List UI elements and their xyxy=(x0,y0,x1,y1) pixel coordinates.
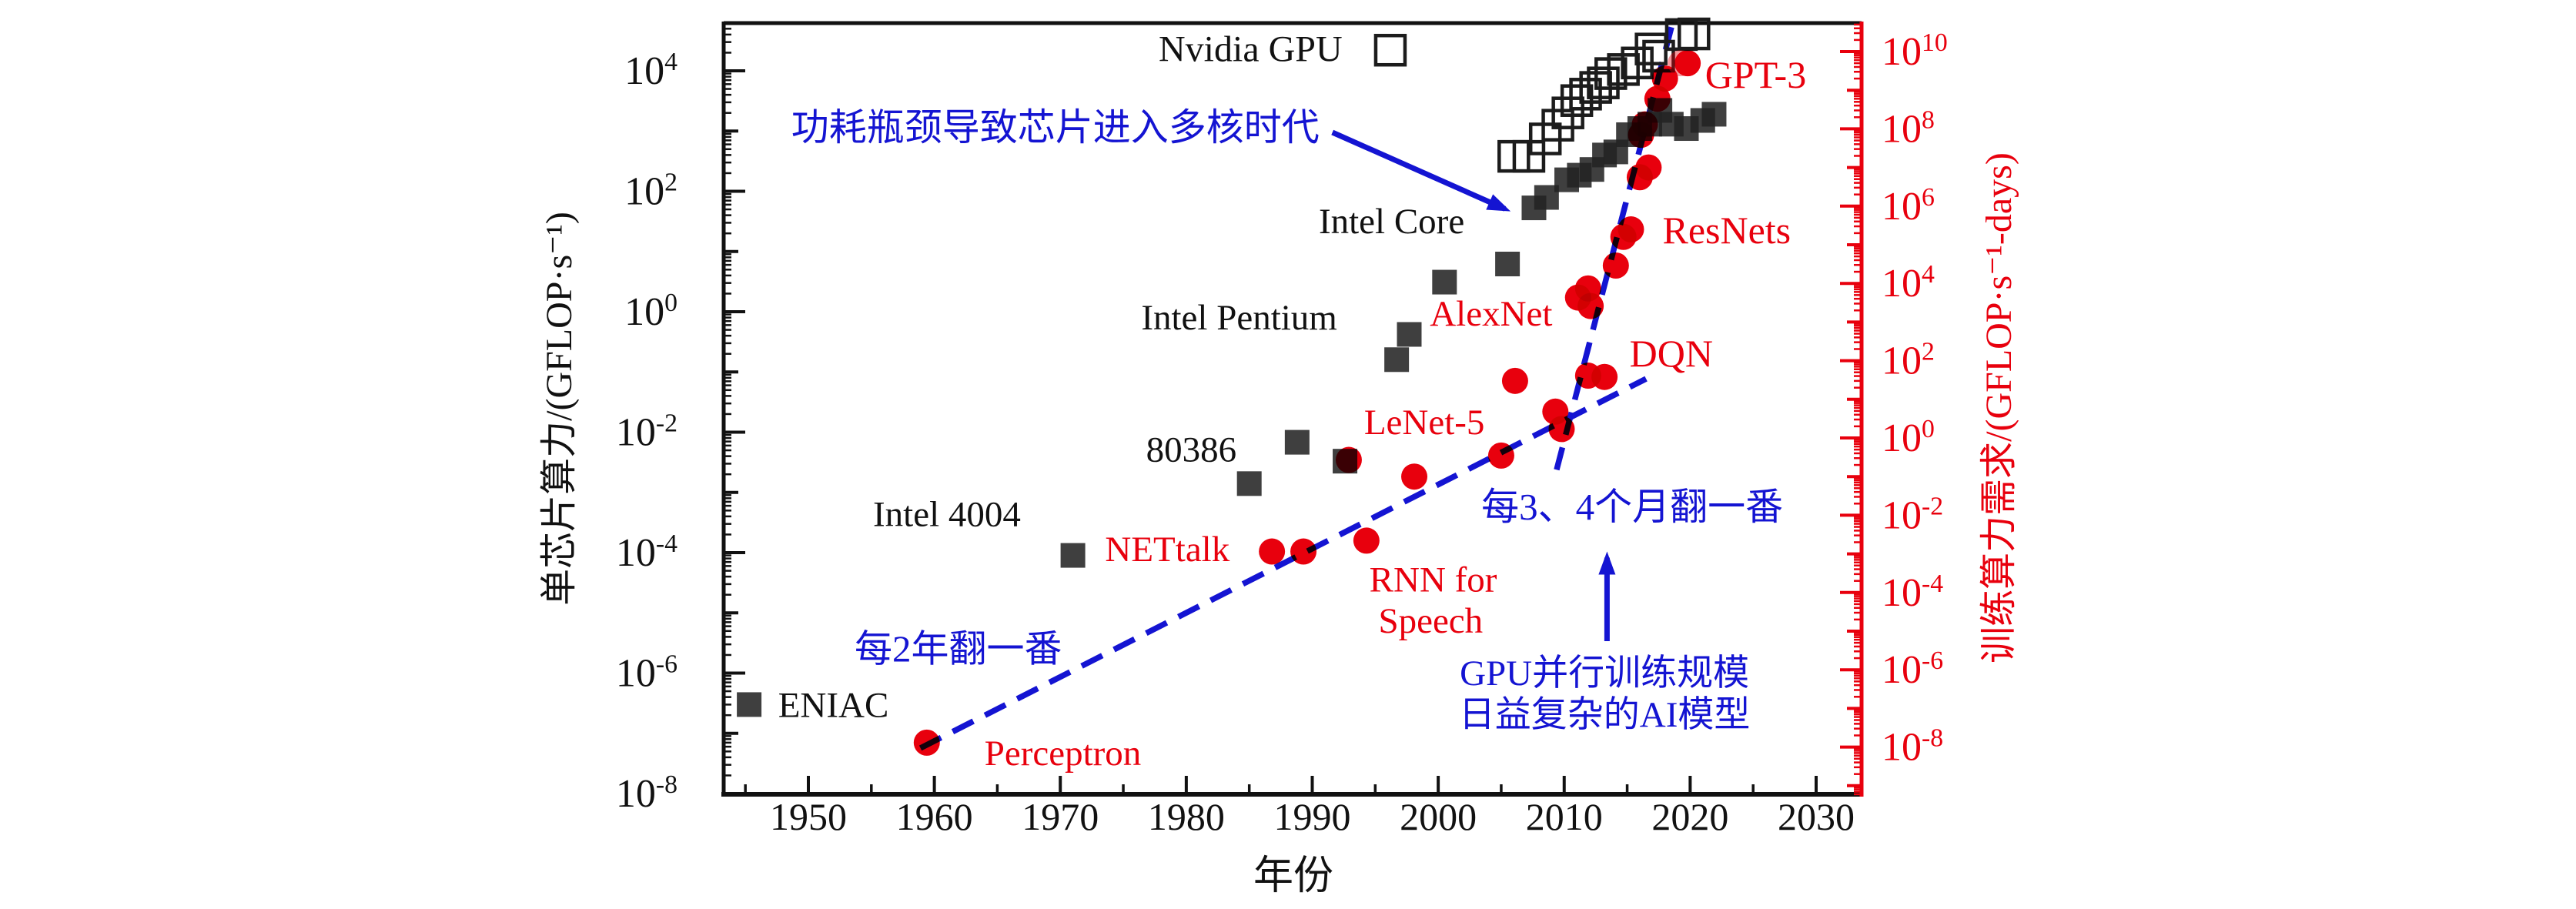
x-tick-label: 2020 xyxy=(1651,795,1728,838)
right-axis-tick-label: 104 xyxy=(1882,260,1935,306)
label-intel-core: Intel Core xyxy=(1319,202,1464,242)
axis-tick-labels: 1950 1960 1970 1980 1990 2000 2010 2020 2030 10-8… xyxy=(616,28,1948,839)
label-80386: 80386 xyxy=(1146,430,1237,470)
annotation-gpu-parallel-training: GPU并行训练规模 xyxy=(1460,653,1749,693)
left-axis-tick-label: 10-8 xyxy=(616,770,677,817)
right-axis-tick-label: 100 xyxy=(1882,415,1935,461)
right-axis-tick-label: 1010 xyxy=(1882,28,1948,75)
x-tick-label: 1960 xyxy=(896,795,973,838)
annotation-three-four-month-doubling: 每3、4个月翻一番 xyxy=(1481,486,1783,528)
ai-model-point xyxy=(1501,367,1528,394)
ai-model-point xyxy=(913,729,940,756)
right-axis-tick-label: 10-2 xyxy=(1882,492,1943,538)
gpu-point xyxy=(1594,57,1628,90)
ai-model-point xyxy=(1644,85,1671,112)
ai-model-point xyxy=(1353,527,1380,554)
cpu-point xyxy=(737,692,762,717)
axis-ticks xyxy=(724,22,1862,796)
cpu-point xyxy=(1384,347,1410,373)
x-tick-label: 2010 xyxy=(1526,795,1603,838)
annotation-arrows xyxy=(1331,129,1616,642)
ai-model-point xyxy=(1335,446,1362,473)
label-perceptron: Perceptron xyxy=(985,734,1142,774)
left-axis-tick-label: 10-4 xyxy=(616,530,677,576)
annotation-power-wall: 功耗瓶颈导致芯片进入多核时代 xyxy=(791,106,1320,149)
right-axis-tick-label: 102 xyxy=(1882,337,1935,383)
left-y-axis-title: 单芯片算力/(GFLOP·s⁻¹) xyxy=(539,212,580,606)
x-axis-title: 年份 xyxy=(1253,854,1333,898)
power-wall-arrow-shaft xyxy=(1331,129,1507,212)
gpu-point xyxy=(1541,109,1574,142)
ai-model-point xyxy=(1631,111,1658,138)
right-axis-tick-label: 10-8 xyxy=(1882,724,1943,770)
ai-model-point xyxy=(1635,154,1662,181)
label-rnn-for: RNN for xyxy=(1370,560,1497,600)
ai-model-point xyxy=(1487,442,1514,469)
ai-model-point xyxy=(1674,50,1701,77)
cpu-point xyxy=(1236,471,1262,496)
label-lenet-5: LeNet-5 xyxy=(1364,403,1485,443)
ai-model-point xyxy=(1401,463,1428,490)
x-tick-label: 1950 xyxy=(770,795,847,838)
cpu-point xyxy=(1495,251,1521,276)
ai-model-point xyxy=(1591,363,1618,390)
label-nettalk: NETtalk xyxy=(1105,530,1229,570)
left-axis-tick-label: 10-2 xyxy=(616,409,677,455)
gpu-point xyxy=(1569,78,1602,111)
trend-line-每2年翻一番 xyxy=(918,376,1648,751)
legend: Nvidia GPU xyxy=(1159,29,1407,70)
gpu-parallel-arrow-head xyxy=(1598,551,1616,575)
cpu-point xyxy=(1432,269,1457,295)
ai-model-point xyxy=(1290,538,1317,565)
label-intel-pentium: Intel Pentium xyxy=(1141,298,1337,338)
left-axis-tick-label: 102 xyxy=(624,168,677,214)
cpu-point xyxy=(1060,543,1086,568)
label-eniac: ENIAC xyxy=(778,685,889,725)
right-axis-tick-label: 108 xyxy=(1882,105,1935,152)
cpu-point xyxy=(1701,102,1727,127)
label-speech: Speech xyxy=(1378,601,1483,641)
label-gpt-3: GPT-3 xyxy=(1705,53,1807,96)
label-dqn: DQN xyxy=(1630,332,1713,375)
ai-model-point xyxy=(1259,538,1286,565)
x-tick-label: 1990 xyxy=(1274,795,1351,838)
right-y-axis-title: 训练算力需求/(GFLOP·s⁻¹-days) xyxy=(1979,152,2019,663)
left-axis-tick-label: 104 xyxy=(624,48,677,94)
legend-label-nvidia-gpu: Nvidia GPU xyxy=(1159,29,1343,70)
annotation-two-year-doubling: 每2年翻一番 xyxy=(855,627,1062,670)
left-axis-tick-label: 100 xyxy=(624,289,677,335)
annotation-gpu-parallel-training: 日益复杂的AI模型 xyxy=(1459,695,1751,735)
ai-model-point xyxy=(1548,416,1575,443)
gpu-point xyxy=(1551,96,1584,129)
ai-model-point xyxy=(1651,65,1678,92)
plot-frame xyxy=(721,21,1864,797)
ai-model-point xyxy=(1577,292,1604,319)
data-series xyxy=(737,17,1727,756)
label-intel-4004: Intel 4004 xyxy=(873,495,1021,535)
gpu-point xyxy=(1678,17,1711,51)
x-tick-label: 2030 xyxy=(1778,795,1855,838)
ai-model-point-ghost xyxy=(1668,50,1694,77)
x-tick-label: 2000 xyxy=(1400,795,1477,838)
x-tick-label: 1980 xyxy=(1148,795,1225,838)
cpu-point xyxy=(1397,322,1422,347)
ai-model-point xyxy=(1618,216,1644,243)
x-tick-label: 1970 xyxy=(1022,795,1099,838)
point-labels: ENIAC Intel 4004 80386 Intel Pentium Intel C… xyxy=(778,53,1806,774)
legend-open-square-marker xyxy=(1373,33,1407,67)
gpu-point xyxy=(1512,139,1546,173)
label-resnets: ResNets xyxy=(1662,209,1791,252)
cpu-point xyxy=(1284,429,1310,455)
right-axis-tick-label: 106 xyxy=(1882,182,1935,229)
left-axis-tick-label: 10-6 xyxy=(616,650,677,696)
right-axis-tick-label: 10-4 xyxy=(1882,569,1943,615)
label-alexnet: AlexNet xyxy=(1430,294,1552,334)
ai-model-point xyxy=(1602,252,1629,279)
axis-titles: 年份 单芯片算力/(GFLOP·s⁻¹) 训练算力需求/(GFLOP·s⁻¹-d… xyxy=(539,152,2019,898)
right-axis-tick-label: 10-6 xyxy=(1882,647,1943,693)
power-wall-arrow-head xyxy=(1486,194,1511,212)
